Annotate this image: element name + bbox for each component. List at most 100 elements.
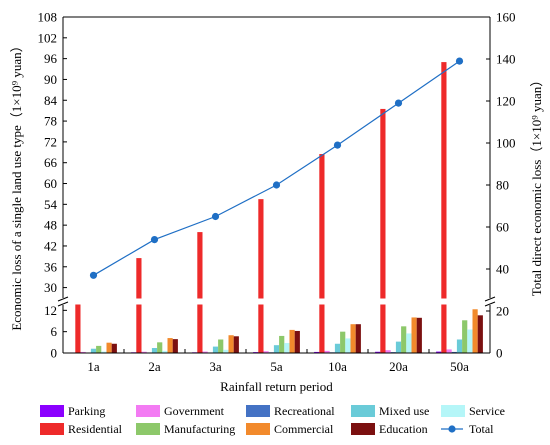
y-left-tick-label-102: 102 bbox=[38, 30, 58, 45]
legend-swatch-parking bbox=[40, 405, 64, 417]
legend-swatch-residential bbox=[40, 423, 64, 435]
break-gap bbox=[55, 298, 498, 305]
bar-mixed-use-50a bbox=[456, 339, 463, 353]
bar-parking-50a bbox=[436, 351, 442, 353]
bar-parking-20a bbox=[375, 351, 381, 353]
legend-label-mixed-use: Mixed use bbox=[379, 404, 429, 418]
y-left-tick-label-42: 42 bbox=[44, 238, 57, 253]
bar-education-10a bbox=[355, 324, 361, 353]
bar-manufacturing-20a bbox=[401, 326, 407, 353]
y-left-tick-label-0: 0 bbox=[51, 346, 58, 361]
y-left-tick-label-84: 84 bbox=[44, 93, 58, 108]
y-left-tick-label-108: 108 bbox=[38, 10, 58, 25]
bar-residential-3a bbox=[197, 232, 203, 353]
bar-government-5a bbox=[263, 351, 269, 353]
bar-government-10a bbox=[324, 350, 330, 353]
legend-label-recreational: Recreational bbox=[274, 404, 335, 418]
y-axis-right-label: Total direct economic loss（1×10⁹ yuan） bbox=[529, 74, 544, 297]
bar-service-50a bbox=[467, 329, 473, 353]
bar-manufacturing-3a bbox=[218, 339, 224, 353]
legend-label-service: Service bbox=[469, 404, 505, 418]
legend-label-commercial: Commercial bbox=[274, 422, 334, 436]
y-right-tick-label-20: 20 bbox=[496, 304, 509, 319]
bars-layer bbox=[70, 62, 483, 354]
bar-commercial-10a bbox=[350, 324, 356, 353]
bar-education-5a bbox=[294, 330, 300, 353]
y-right-tick-label-0: 0 bbox=[496, 346, 503, 361]
x-axis-label: Rainfall return period bbox=[220, 379, 333, 394]
total-line bbox=[93, 60, 460, 276]
x-tick-label-20a: 20a bbox=[389, 359, 408, 374]
y-right-tick-label-80: 80 bbox=[496, 178, 509, 193]
y-left-tick-label-12: 12 bbox=[44, 303, 57, 318]
bar-parking-10a bbox=[314, 351, 320, 353]
bar-mixed-use-2a bbox=[151, 348, 158, 353]
y-left-tick-label-78: 78 bbox=[44, 114, 57, 129]
bar-service-3a bbox=[223, 349, 229, 353]
bar-residential-20a bbox=[380, 108, 386, 354]
y-left-tick-label-36: 36 bbox=[44, 259, 58, 274]
labels-layer: Rainfall return period Economic loss of … bbox=[9, 39, 544, 394]
bar-residential-1a bbox=[75, 299, 81, 353]
bar-education-2a bbox=[172, 339, 178, 353]
bar-service-5a bbox=[284, 343, 290, 353]
bar-mixed-use-20a bbox=[395, 341, 402, 353]
total-line-layer bbox=[89, 57, 464, 279]
y-right-tick-label-160: 160 bbox=[496, 10, 516, 25]
break-mark-left-upper bbox=[57, 296, 69, 302]
x-tick-label-3a: 3a bbox=[209, 359, 222, 374]
y-left-tick-label-90: 90 bbox=[44, 72, 57, 87]
y-left-tick-label-96: 96 bbox=[44, 51, 58, 66]
bar-mixed-use-3a bbox=[212, 346, 219, 353]
bar-residential-5a bbox=[258, 199, 264, 353]
legend-label-education: Education bbox=[379, 422, 428, 436]
legend-swatch-recreational bbox=[246, 405, 270, 417]
total-point-1a bbox=[89, 271, 98, 279]
bar-government-50a bbox=[446, 349, 452, 353]
bar-commercial-20a bbox=[411, 317, 417, 353]
bar-education-3a bbox=[233, 336, 239, 353]
bar-mixed-use-1a bbox=[90, 348, 97, 353]
bar-mixed-use-5a bbox=[273, 345, 280, 353]
x-tick-label-2a: 2a bbox=[148, 359, 161, 374]
y-left-tick-label-72: 72 bbox=[44, 134, 57, 149]
legend-marker-total bbox=[448, 425, 456, 433]
legend-label-manufacturing: Manufacturing bbox=[164, 422, 235, 436]
legend: Parking Government Recreational Mixed use Se… bbox=[40, 404, 505, 436]
break-mark-right-lower bbox=[484, 301, 496, 307]
bar-manufacturing-5a bbox=[279, 335, 285, 353]
legend-swatch-manufacturing bbox=[136, 423, 160, 435]
total-point-50a bbox=[455, 57, 464, 65]
y-axis-left-label: Economic loss of a single land use type（… bbox=[9, 39, 24, 330]
bar-residential-10a bbox=[319, 154, 325, 353]
total-point-20a bbox=[394, 99, 403, 107]
bar-service-20a bbox=[406, 333, 412, 353]
y-left-tick-label-60: 60 bbox=[44, 176, 57, 191]
bar-manufacturing-1a bbox=[96, 345, 102, 353]
bar-commercial-5a bbox=[289, 329, 295, 353]
legend-label-total: Total bbox=[469, 422, 494, 436]
bar-recreational-50a bbox=[451, 351, 457, 353]
x-tick-label-10a: 10a bbox=[328, 359, 347, 374]
legend-swatch-service bbox=[441, 405, 465, 417]
y-left-tick-label-54: 54 bbox=[44, 197, 58, 212]
bar-commercial-3a bbox=[228, 335, 234, 353]
bar-education-50a bbox=[477, 315, 483, 353]
bar-service-2a bbox=[162, 350, 168, 353]
y-right-tick-label-120: 120 bbox=[496, 94, 516, 109]
break-mark-left-lower bbox=[57, 301, 69, 307]
y-left-tick-label-6: 6 bbox=[51, 324, 58, 339]
legend-swatch-commercial bbox=[246, 423, 270, 435]
bar-mixed-use-10a bbox=[334, 343, 341, 353]
y-left-tick-label-48: 48 bbox=[44, 218, 57, 233]
y-right-tick-label-40: 40 bbox=[496, 262, 509, 277]
legend-swatch-education bbox=[351, 423, 375, 435]
bar-government-1a bbox=[80, 351, 86, 353]
bar-government-20a bbox=[385, 350, 391, 353]
bar-residential-50a bbox=[441, 62, 447, 353]
legend-label-residential: Residential bbox=[68, 422, 123, 436]
break-mark-right-upper bbox=[484, 296, 496, 302]
y-left-tick-label-30: 30 bbox=[44, 280, 57, 295]
total-point-10a bbox=[333, 141, 342, 149]
